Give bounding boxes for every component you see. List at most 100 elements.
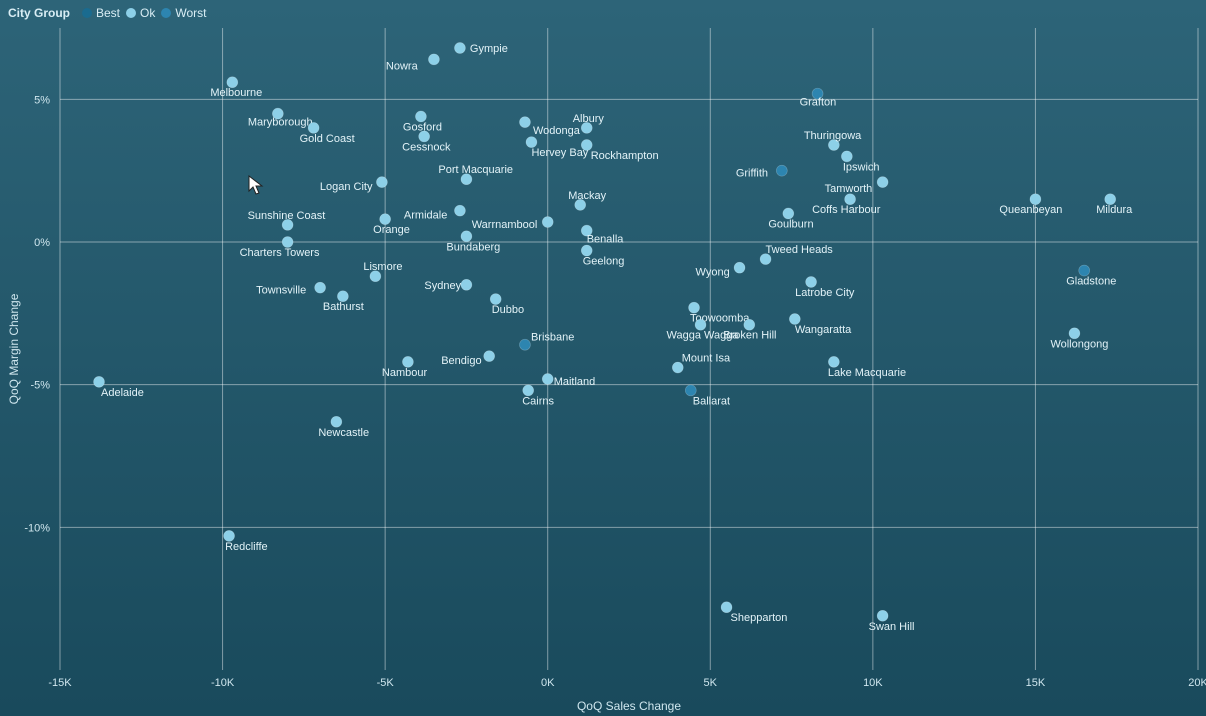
legend-swatch-ok <box>126 8 136 18</box>
marker-circle[interactable] <box>519 339 530 350</box>
chart-svg: -15K-10K-5K0K5K10K15K20K-10%-5%0%5%QoQ S… <box>0 0 1206 716</box>
marker-circle[interactable] <box>542 217 553 228</box>
marker-circle[interactable] <box>776 165 787 176</box>
marker-circle[interactable] <box>337 291 348 302</box>
legend-item-ok[interactable]: Ok <box>126 6 155 20</box>
point-label: Grafton <box>800 97 837 109</box>
point-label: Queanbeyan <box>999 204 1062 216</box>
point-label: Port Macquarie <box>438 164 513 176</box>
marker-circle[interactable] <box>744 319 755 330</box>
x-tick-label: 20K <box>1188 677 1206 689</box>
point-label: Armidale <box>404 210 447 222</box>
legend-title: City Group <box>8 6 70 20</box>
marker-circle[interactable] <box>308 122 319 133</box>
legend: City Group Best Ok Worst <box>8 6 206 20</box>
point-label: Mackay <box>568 190 606 202</box>
point-label: Logan City <box>320 181 373 193</box>
point-label: Thuringowa <box>804 130 862 142</box>
marker-circle[interactable] <box>523 385 534 396</box>
y-tick-label: -10% <box>24 522 50 534</box>
marker-circle[interactable] <box>783 208 794 219</box>
marker-circle[interactable] <box>419 131 430 142</box>
marker-circle[interactable] <box>685 385 696 396</box>
marker-circle[interactable] <box>581 245 592 256</box>
point-label: Ballarat <box>693 395 730 407</box>
point-label: Shepparton <box>731 612 788 624</box>
point-label: Goulburn <box>768 218 813 230</box>
marker-circle[interactable] <box>734 262 745 273</box>
marker-circle[interactable] <box>1079 265 1090 276</box>
point-label: Bundaberg <box>446 241 500 253</box>
marker-circle[interactable] <box>282 237 293 248</box>
marker-circle[interactable] <box>1105 194 1116 205</box>
data-point[interactable]: Gympie <box>454 42 507 55</box>
point-label: Maitland <box>554 376 596 388</box>
marker-circle[interactable] <box>315 282 326 293</box>
marker-circle[interactable] <box>519 117 530 128</box>
point-label: Bathurst <box>323 301 364 313</box>
marker-circle[interactable] <box>227 77 238 88</box>
marker-circle[interactable] <box>542 373 553 384</box>
point-label: Lismore <box>363 261 402 273</box>
marker-circle[interactable] <box>454 42 465 53</box>
marker-circle[interactable] <box>581 139 592 150</box>
marker-circle[interactable] <box>461 231 472 242</box>
x-tick-label: 10K <box>863 677 883 689</box>
x-tick-label: -5K <box>377 677 395 689</box>
point-label: Redcliffe <box>225 541 268 553</box>
marker-circle[interactable] <box>376 177 387 188</box>
marker-circle[interactable] <box>331 416 342 427</box>
marker-circle[interactable] <box>484 351 495 362</box>
point-label: Ipswich <box>843 161 880 173</box>
point-label: Lake Macquarie <box>828 367 906 379</box>
legend-item-best[interactable]: Best <box>82 6 120 20</box>
legend-item-worst[interactable]: Worst <box>161 6 206 20</box>
point-label: Gladstone <box>1066 276 1116 288</box>
marker-circle[interactable] <box>689 302 700 313</box>
point-label: Tweed Heads <box>766 244 834 256</box>
point-label: Sunshine Coast <box>248 210 326 222</box>
marker-circle[interactable] <box>380 214 391 225</box>
point-label: Mildura <box>1096 204 1133 216</box>
marker-circle[interactable] <box>461 279 472 290</box>
marker-circle[interactable] <box>841 151 852 162</box>
point-label: Benalla <box>587 234 625 246</box>
marker-circle[interactable] <box>402 356 413 367</box>
point-label: Latrobe City <box>795 287 855 299</box>
x-tick-label: 0K <box>541 677 555 689</box>
marker-circle[interactable] <box>94 376 105 387</box>
marker-circle[interactable] <box>428 54 439 65</box>
point-label: Sydney <box>424 280 461 292</box>
marker-circle[interactable] <box>695 319 706 330</box>
x-tick-label: 5K <box>704 677 718 689</box>
marker-circle[interactable] <box>877 177 888 188</box>
marker-circle[interactable] <box>806 276 817 287</box>
marker-circle[interactable] <box>490 294 501 305</box>
data-point[interactable]: Sydney <box>424 279 472 292</box>
point-label: Coffs Harbour <box>812 204 881 216</box>
marker-circle[interactable] <box>1069 328 1080 339</box>
scatter-chart[interactable]: City Group Best Ok Worst -15K-10K-5K0K5K… <box>0 0 1206 716</box>
marker-circle[interactable] <box>526 137 537 148</box>
marker-circle[interactable] <box>789 314 800 325</box>
marker-circle[interactable] <box>1030 194 1041 205</box>
point-label: Rockhampton <box>591 150 659 162</box>
point-label: Orange <box>373 224 410 236</box>
marker-circle[interactable] <box>721 602 732 613</box>
point-label: Gold Coast <box>300 133 355 145</box>
point-label: Albury <box>573 113 605 125</box>
marker-circle[interactable] <box>224 530 235 541</box>
marker-circle[interactable] <box>845 194 856 205</box>
point-label: Newcastle <box>318 427 369 439</box>
marker-circle[interactable] <box>415 111 426 122</box>
point-label: Wangaratta <box>795 324 852 336</box>
point-label: Wollongong <box>1050 338 1108 350</box>
point-label: Tamworth <box>825 183 873 195</box>
marker-circle[interactable] <box>877 610 888 621</box>
marker-circle[interactable] <box>454 205 465 216</box>
marker-circle[interactable] <box>828 356 839 367</box>
point-label: Wyong <box>696 267 730 279</box>
point-label: Mount Isa <box>682 353 731 365</box>
point-label: Townsville <box>256 285 306 297</box>
point-label: Maryborough <box>248 117 313 129</box>
